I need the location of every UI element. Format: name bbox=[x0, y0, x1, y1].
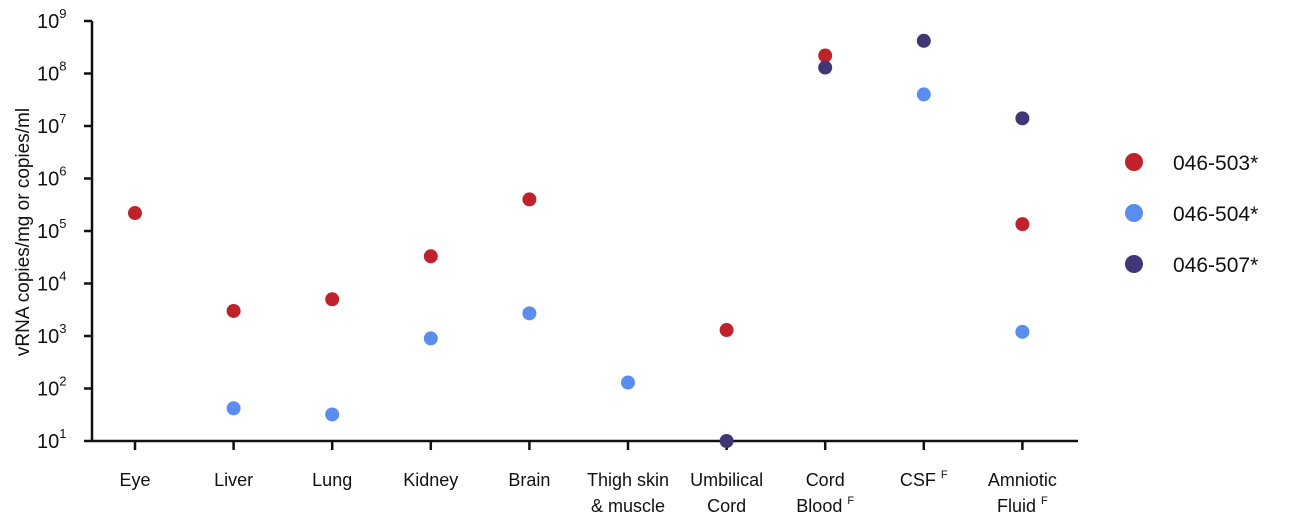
x-tick-label: Kidney bbox=[403, 470, 458, 490]
data-point bbox=[522, 192, 537, 207]
legend-marker bbox=[1125, 153, 1143, 171]
x-tick-label: Fluid F bbox=[997, 495, 1048, 515]
x-tick-label: Liver bbox=[214, 470, 253, 490]
data-point bbox=[1015, 217, 1030, 232]
data-point bbox=[818, 60, 833, 75]
y-tick-label: 104 bbox=[37, 269, 66, 296]
legend-label: 046-507* bbox=[1173, 254, 1258, 277]
y-tick-label: 108 bbox=[37, 59, 66, 86]
y-tick-label: 105 bbox=[37, 216, 66, 243]
x-tick-label: Amniotic bbox=[988, 470, 1057, 490]
x-tick-label: Lung bbox=[312, 470, 352, 490]
data-point bbox=[916, 87, 931, 102]
data-point bbox=[128, 206, 142, 221]
data-point bbox=[423, 331, 438, 346]
data-point bbox=[1015, 111, 1030, 126]
y-tick-label: 109 bbox=[37, 6, 66, 33]
data-points bbox=[128, 33, 1030, 448]
x-tick-label: & muscle bbox=[591, 496, 665, 515]
legend-label: 046-504* bbox=[1173, 203, 1258, 226]
y-tick-label: 106 bbox=[37, 164, 66, 191]
legend-marker bbox=[1125, 255, 1143, 273]
x-tick-label: Blood F bbox=[796, 495, 854, 515]
x-tick-label: Umbilical bbox=[690, 470, 763, 490]
data-point bbox=[1015, 324, 1030, 339]
x-tick-label: Brain bbox=[508, 470, 550, 490]
x-tick-label: CSF F bbox=[900, 469, 948, 490]
data-point bbox=[916, 33, 931, 48]
data-point bbox=[719, 434, 734, 448]
x-tick-label: Cord bbox=[806, 470, 845, 490]
legend: 046-503* 046-504* 046-507* bbox=[1125, 152, 1258, 277]
data-point bbox=[621, 375, 635, 390]
data-point bbox=[818, 48, 833, 63]
y-tick-label: 103 bbox=[37, 321, 66, 348]
x-tick-label: Cord bbox=[707, 496, 746, 515]
data-point bbox=[719, 323, 734, 338]
x-axis: Eye Liver Lung Kidney Brain Thigh skin & muscl… bbox=[92, 439, 1078, 515]
data-point bbox=[423, 249, 438, 264]
data-point bbox=[522, 306, 537, 321]
y-tick-label: 102 bbox=[37, 374, 66, 401]
data-point bbox=[325, 292, 340, 307]
x-tick-label: Thigh skin bbox=[587, 470, 669, 490]
y-axis-title: vRNA copies/mg or copies/ml bbox=[13, 108, 34, 356]
legend-marker bbox=[1125, 204, 1143, 222]
y-axis: 101 102 103 104 105 106 107 108 109 bbox=[37, 6, 94, 453]
legend-label: 046-503* bbox=[1173, 152, 1258, 175]
data-point bbox=[226, 401, 241, 416]
x-tick-label: Eye bbox=[119, 470, 150, 490]
y-tick-label: 101 bbox=[37, 426, 66, 453]
data-point bbox=[325, 407, 340, 422]
data-point bbox=[226, 303, 241, 318]
y-tick-label: 107 bbox=[37, 111, 66, 138]
